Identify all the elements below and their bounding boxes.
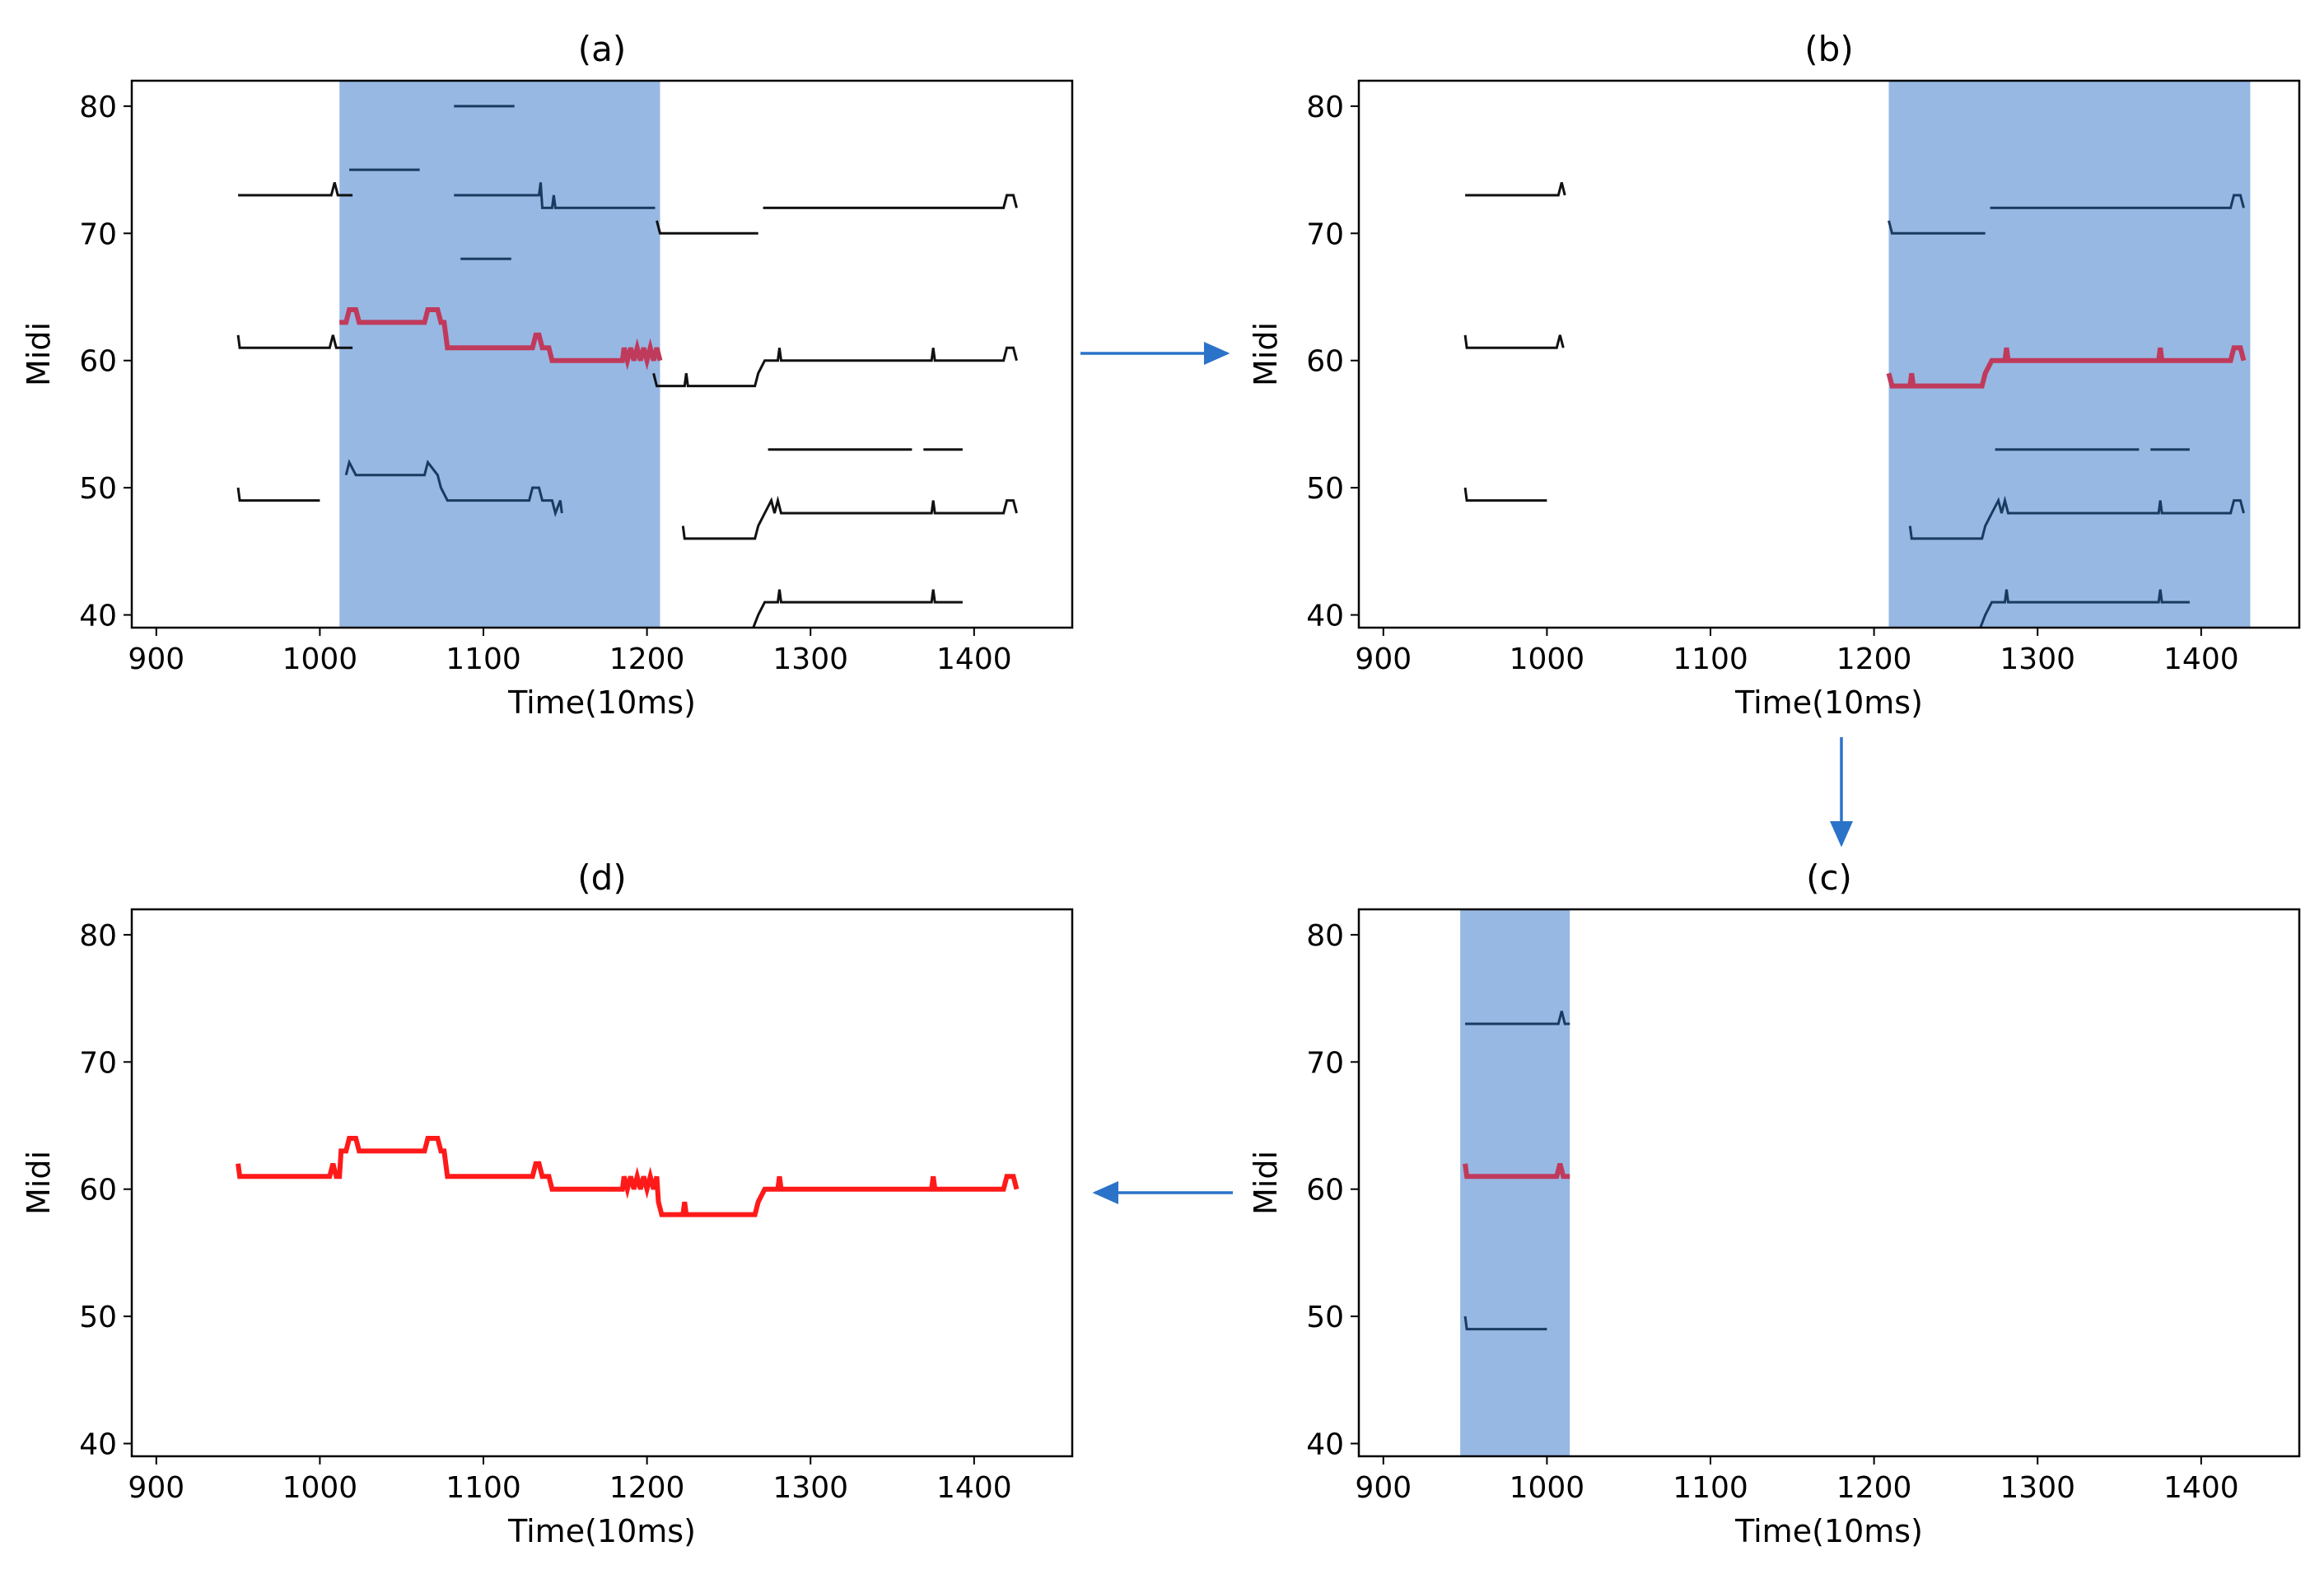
y-tick-label-b-3: 70 [1306,217,1344,251]
axes-frame-c [1357,908,2301,1458]
pitch-series-b-7 [1908,495,2245,540]
pitch-series-c-1 [1463,1315,1547,1331]
y-tick-label-c-2: 60 [1306,1174,1344,1208]
panel-b: 900 1000 1100 1200 1300 1400 40 50 60 70 80 (b) Time… [1248,29,2301,721]
y-tick-label-d-0: 40 [79,1428,117,1462]
flow-arrows [1080,342,1853,1204]
plot-area-a [236,105,1018,628]
x-axis-label-d: Time(10ms) [507,1513,696,1549]
x-axis-label-a: Time(10ms) [507,684,696,721]
y-tick-label-d-3: 70 [79,1046,117,1080]
x-tick-label-b-1: 1000 [1510,642,1585,676]
y-axis-label-d: Midi [21,1151,57,1215]
y-tick-label-c-3: 70 [1306,1046,1344,1080]
x-tick-label-a-1: 1000 [282,642,358,676]
axes-frame-a [130,79,1074,629]
highlight-window-a [339,81,660,628]
pitch-series-a-0 [238,182,353,197]
x-axis-label-b: Time(10ms) [1734,684,1923,721]
highlight-window-c [1460,909,1570,1456]
pitch-series-a-2 [236,487,320,502]
x-tick-label-a-2: 1100 [446,642,521,676]
x-tick-label-b-5: 1400 [2163,642,2239,676]
x-tick-label-b-0: 900 [1355,642,1412,676]
pitch-series-a-5 [454,182,656,209]
pitch-series-b-1 [1463,334,1565,349]
axes-frame-b [1357,79,2301,629]
y-tick-label-a-4: 80 [79,91,117,124]
y-tick-label-a-3: 70 [79,217,117,251]
x-tick-label-c-1: 1000 [1510,1471,1585,1505]
x-tick-label-d-0: 900 [128,1471,184,1505]
selected-series-c [1463,1163,1570,1180]
y-axis-label-a: Midi [21,322,57,386]
x-tick-label-b-3: 1200 [1836,642,1912,676]
pitch-series-a-14 [752,589,963,628]
panel-title-d: (d) [577,857,626,898]
x-tick-label-d-2: 1100 [446,1471,521,1505]
y-tick-label-d-1: 50 [79,1301,117,1334]
x-tick-label-d-4: 1300 [772,1471,848,1505]
y-tick-label-a-0: 40 [79,600,117,633]
x-tick-label-d-5: 1400 [936,1471,1012,1505]
y-tick-label-c-4: 80 [1306,919,1344,953]
pitch-series-a-9 [652,346,1018,388]
y-tick-label-d-4: 80 [79,919,117,953]
pitch-series-a-1 [236,334,353,349]
x-tick-label-a-0: 900 [128,642,184,676]
panel-c: 900 1000 1100 1200 1300 1400 40 50 60 70 80 (c) Time… [1248,857,2301,1549]
y-tick-label-b-0: 40 [1306,600,1344,633]
y-tick-label-c-0: 40 [1306,1428,1344,1462]
pitch-series-a-7 [344,459,563,517]
selected-series-b [1886,345,2247,389]
x-tick-label-d-1: 1000 [282,1471,358,1505]
x-tick-label-a-5: 1400 [936,642,1012,676]
x-tick-label-c-3: 1200 [1836,1471,1912,1505]
pitch-series-b-2 [1463,487,1547,502]
panel-title-b: (b) [1804,29,1853,69]
panel-title-a: (a) [578,29,627,69]
pitch-series-c-0 [1465,1011,1570,1025]
pitch-series-a-13 [681,495,1018,540]
y-tick-label-d-2: 60 [79,1174,117,1208]
x-tick-label-c-5: 1400 [2163,1471,2239,1505]
axes-frame-d [130,908,1074,1458]
x-tick-label-a-4: 1300 [772,642,848,676]
panels-group: 900 1000 1100 1200 1300 1400 40 50 60 70 80 (a) Time… [21,29,2301,1549]
x-tick-label-a-3: 1200 [609,642,685,676]
pitch-series-b-0 [1465,182,1566,197]
pitch-series-b-3 [1888,220,1986,235]
pitch-series-a-8 [656,220,758,235]
y-tick-label-b-2: 60 [1306,345,1344,379]
y-axis-label-c: Midi [1248,1151,1284,1215]
plot-area-b [1463,182,2247,628]
panel-title-c: (c) [1806,857,1852,898]
y-tick-label-b-1: 50 [1306,472,1344,506]
panel-d: 900 1000 1100 1200 1300 1400 40 50 60 70 80 (d) Time… [21,857,1074,1549]
y-axis-label-b: Midi [1248,322,1284,386]
x-tick-label-b-2: 1100 [1673,642,1748,676]
y-tick-label-b-4: 80 [1306,91,1344,124]
selected-series-a [339,307,663,371]
x-axis-label-c: Time(10ms) [1734,1513,1923,1549]
y-tick-label-a-1: 50 [79,472,117,506]
pitch-series-b-8 [1979,589,2190,628]
x-tick-label-d-3: 1200 [609,1471,685,1505]
y-tick-label-a-2: 60 [79,345,117,379]
panel-a: 900 1000 1100 1200 1300 1400 40 50 60 70 80 (a) Time… [21,29,1074,721]
plot-area-d [236,1136,1020,1217]
plot-area-c [1463,1011,1570,1331]
pitch-series-b-4 [1990,194,2245,209]
highlight-window-b [1888,81,2251,628]
y-tick-label-c-1: 50 [1306,1301,1344,1334]
x-tick-label-c-0: 900 [1355,1471,1412,1505]
x-tick-label-c-2: 1100 [1673,1471,1748,1505]
x-tick-label-b-4: 1300 [2000,642,2075,676]
pitch-series-a-10 [763,194,1018,209]
x-tick-label-c-4: 1300 [2000,1471,2075,1505]
final-series-d [236,1136,1020,1217]
